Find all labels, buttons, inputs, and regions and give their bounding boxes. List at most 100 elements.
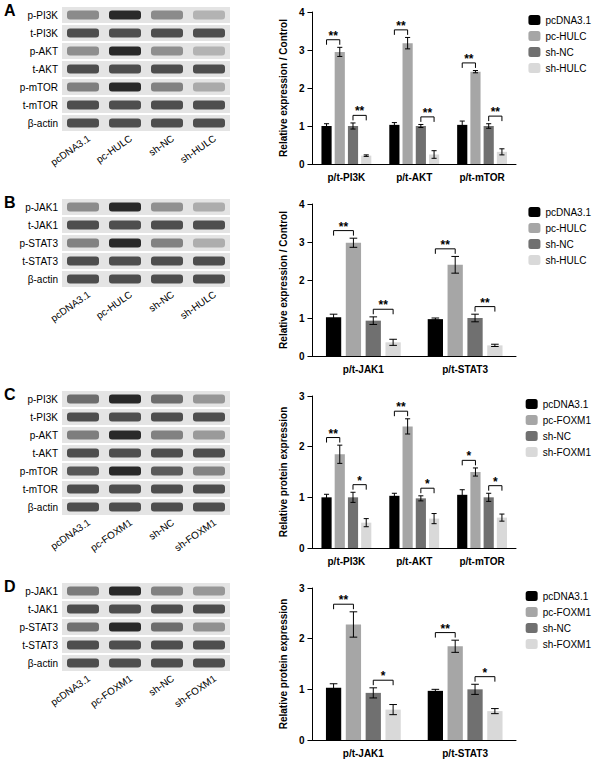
svg-text:t-AKT: t-AKT xyxy=(32,448,58,459)
svg-text:t-PI3K: t-PI3K xyxy=(30,28,58,39)
svg-text:p-mTOR: p-mTOR xyxy=(20,466,58,477)
svg-text:p-JAK1: p-JAK1 xyxy=(25,202,58,213)
svg-text:pc-HULC: pc-HULC xyxy=(545,223,586,234)
svg-text:pcDNA3.1: pcDNA3.1 xyxy=(543,399,589,410)
svg-text:pcDNA3.1: pcDNA3.1 xyxy=(49,672,93,707)
svg-text:p-mTOR: p-mTOR xyxy=(20,82,58,93)
svg-text:p/t-mTOR: p/t-mTOR xyxy=(459,172,505,183)
svg-text:t-STAT3: t-STAT3 xyxy=(22,256,58,267)
svg-text:pc-FOXM1: pc-FOXM1 xyxy=(543,607,592,618)
svg-text:**: ** xyxy=(379,298,389,312)
svg-text:4: 4 xyxy=(299,7,305,18)
svg-text:Relative protein expression: Relative protein expression xyxy=(278,599,289,730)
svg-text:t-mTOR: t-mTOR xyxy=(23,484,58,495)
svg-text:0: 0 xyxy=(299,351,305,362)
svg-text:sh-NC: sh-NC xyxy=(545,239,573,250)
svg-text:**: ** xyxy=(339,593,349,607)
svg-text:sh-HULC: sh-HULC xyxy=(178,289,218,322)
svg-text:t-mTOR: t-mTOR xyxy=(23,100,58,111)
svg-text:p-PI3K: p-PI3K xyxy=(27,394,58,405)
svg-text:**: ** xyxy=(339,220,349,234)
svg-text:sh-HULC: sh-HULC xyxy=(545,63,586,74)
svg-text:pcDNA3.1: pcDNA3.1 xyxy=(49,132,93,167)
svg-text:**: ** xyxy=(355,104,365,118)
svg-text:Relative protein expression: Relative protein expression xyxy=(278,407,289,538)
svg-text:p-AKT: p-AKT xyxy=(30,430,58,441)
svg-text:**: ** xyxy=(464,52,474,66)
svg-text:2: 2 xyxy=(299,633,305,644)
svg-text:3: 3 xyxy=(299,237,305,248)
svg-text:β-actin: β-actin xyxy=(28,502,58,513)
svg-text:2: 2 xyxy=(299,83,305,94)
svg-text:p/t-JAK1: p/t-JAK1 xyxy=(343,364,385,375)
svg-text:Relative expression / Control: Relative expression / Control xyxy=(278,211,289,349)
svg-text:p/t-mTOR: p/t-mTOR xyxy=(459,556,505,567)
svg-text:3: 3 xyxy=(299,45,305,56)
svg-text:p/t-PI3K: p/t-PI3K xyxy=(327,172,366,183)
svg-text:*: * xyxy=(425,477,430,491)
svg-text:β-actin: β-actin xyxy=(28,118,58,129)
svg-text:1: 1 xyxy=(299,121,305,132)
svg-text:*: * xyxy=(357,474,362,488)
svg-text:pc-HULC: pc-HULC xyxy=(94,133,134,166)
svg-text:1: 1 xyxy=(299,684,305,695)
svg-text:0: 0 xyxy=(299,735,305,746)
svg-text:**: ** xyxy=(396,400,406,414)
svg-text:t-JAK1: t-JAK1 xyxy=(28,604,58,615)
svg-text:sh-FOXM1: sh-FOXM1 xyxy=(172,672,218,709)
svg-text:pcDNA3.1: pcDNA3.1 xyxy=(49,288,93,323)
svg-text:pc-FOXM1: pc-FOXM1 xyxy=(88,672,134,709)
svg-text:sh-HULC: sh-HULC xyxy=(178,133,218,166)
svg-text:**: ** xyxy=(328,29,338,43)
svg-text:*: * xyxy=(493,475,498,489)
svg-text:sh-FOXM1: sh-FOXM1 xyxy=(543,639,592,650)
svg-text:p/t-AKT: p/t-AKT xyxy=(396,556,432,567)
svg-text:t-JAK1: t-JAK1 xyxy=(28,220,58,231)
svg-text:1: 1 xyxy=(299,313,305,324)
svg-text:p/t-STAT3: p/t-STAT3 xyxy=(442,748,488,759)
svg-text:*: * xyxy=(381,669,386,683)
svg-text:pc-FOXM1: pc-FOXM1 xyxy=(88,516,134,553)
svg-text:**: ** xyxy=(441,238,451,252)
svg-text:p-JAK1: p-JAK1 xyxy=(25,586,58,597)
svg-text:0: 0 xyxy=(299,159,305,170)
svg-text:t-AKT: t-AKT xyxy=(32,64,58,75)
svg-text:sh-NC: sh-NC xyxy=(147,289,177,314)
svg-text:*: * xyxy=(467,449,472,463)
svg-text:**: ** xyxy=(480,296,490,310)
svg-text:β-actin: β-actin xyxy=(28,658,58,669)
svg-text:p-PI3K: p-PI3K xyxy=(27,10,58,21)
svg-text:Relative expression / Control: Relative expression / Control xyxy=(278,19,289,157)
svg-text:sh-NC: sh-NC xyxy=(147,133,177,158)
svg-text:β-actin: β-actin xyxy=(28,274,58,285)
svg-text:p/t-PI3K: p/t-PI3K xyxy=(327,556,366,567)
svg-text:p/t-STAT3: p/t-STAT3 xyxy=(442,364,488,375)
svg-text:pcDNA3.1: pcDNA3.1 xyxy=(545,15,591,26)
svg-text:p/t-JAK1: p/t-JAK1 xyxy=(343,748,385,759)
svg-text:sh-NC: sh-NC xyxy=(147,517,177,542)
svg-text:t-PI3K: t-PI3K xyxy=(30,412,58,423)
svg-text:pcDNA3.1: pcDNA3.1 xyxy=(545,207,591,218)
svg-text:*: * xyxy=(483,666,488,680)
svg-text:3: 3 xyxy=(299,583,305,594)
svg-text:p-AKT: p-AKT xyxy=(30,46,58,57)
svg-text:**: ** xyxy=(441,622,451,636)
svg-text:A: A xyxy=(4,2,16,19)
svg-text:0: 0 xyxy=(299,543,305,554)
svg-text:pcDNA3.1: pcDNA3.1 xyxy=(543,591,589,602)
svg-text:**: ** xyxy=(328,427,338,441)
svg-text:p-STAT3: p-STAT3 xyxy=(19,238,58,249)
svg-text:pc-HULC: pc-HULC xyxy=(94,289,134,322)
svg-text:**: ** xyxy=(396,19,406,33)
svg-text:**: ** xyxy=(491,105,501,119)
svg-text:3: 3 xyxy=(299,391,305,402)
svg-text:sh-NC: sh-NC xyxy=(147,673,177,698)
svg-text:p-STAT3: p-STAT3 xyxy=(19,622,58,633)
svg-text:sh-NC: sh-NC xyxy=(543,623,571,634)
svg-text:2: 2 xyxy=(299,275,305,286)
svg-text:t-STAT3: t-STAT3 xyxy=(22,640,58,651)
svg-text:pc-FOXM1: pc-FOXM1 xyxy=(543,415,592,426)
svg-text:sh-NC: sh-NC xyxy=(545,47,573,58)
svg-text:B: B xyxy=(4,194,16,211)
svg-text:2: 2 xyxy=(299,441,305,452)
